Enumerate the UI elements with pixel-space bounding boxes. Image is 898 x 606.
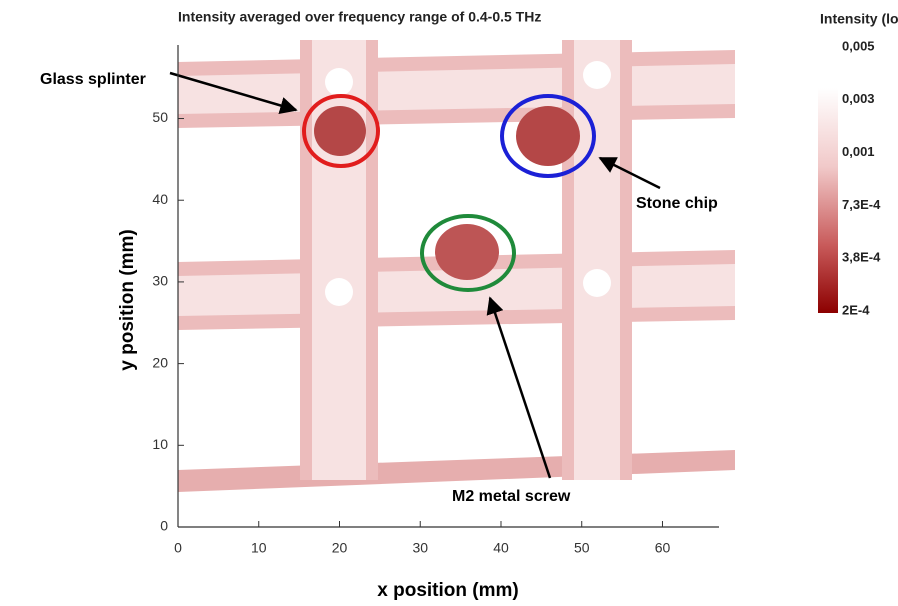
y-axis-label: y position (mm) xyxy=(117,229,138,370)
y-tick-label: 50 xyxy=(152,109,168,125)
colorbar-title: Intensity (log.) xyxy=(820,11,898,27)
x-tick-label: 0 xyxy=(174,540,182,556)
x-tick-label: 30 xyxy=(412,540,428,556)
annotation-label: Glass splinter xyxy=(40,71,146,88)
y-tick-label: 30 xyxy=(152,273,168,289)
y-tick-label: 0 xyxy=(160,518,168,534)
x-axis-label: x position (mm) xyxy=(377,580,518,601)
x-tick-label: 20 xyxy=(332,540,348,556)
x-tick-label: 10 xyxy=(251,540,267,556)
colorbar xyxy=(818,88,838,313)
annotation-label: Stone chip xyxy=(636,195,718,212)
x-tick-label: 40 xyxy=(493,540,509,556)
chart-title: Intensity averaged over frequency range … xyxy=(178,9,541,25)
y-tick-label: 40 xyxy=(152,191,168,207)
colorbar-tick-label: 0,001 xyxy=(842,144,875,159)
colorbar-tick-label: 7,3E-4 xyxy=(842,197,881,212)
x-tick-label: 50 xyxy=(574,540,590,556)
colorbar-tick-label: 3,8E-4 xyxy=(842,250,881,265)
x-tick-label: 60 xyxy=(655,540,671,556)
colorbar-tick-label: 2E-4 xyxy=(842,302,870,317)
y-tick-label: 20 xyxy=(152,354,168,370)
y-tick-label: 10 xyxy=(152,436,168,452)
figure: Glass splinter Stone chip M2 metal screw… xyxy=(0,0,898,606)
colorbar-tick-label: 0,005 xyxy=(842,38,875,53)
colorbar-tick-label: 0,003 xyxy=(842,91,875,106)
annotation-label: M2 metal screw xyxy=(452,488,571,505)
